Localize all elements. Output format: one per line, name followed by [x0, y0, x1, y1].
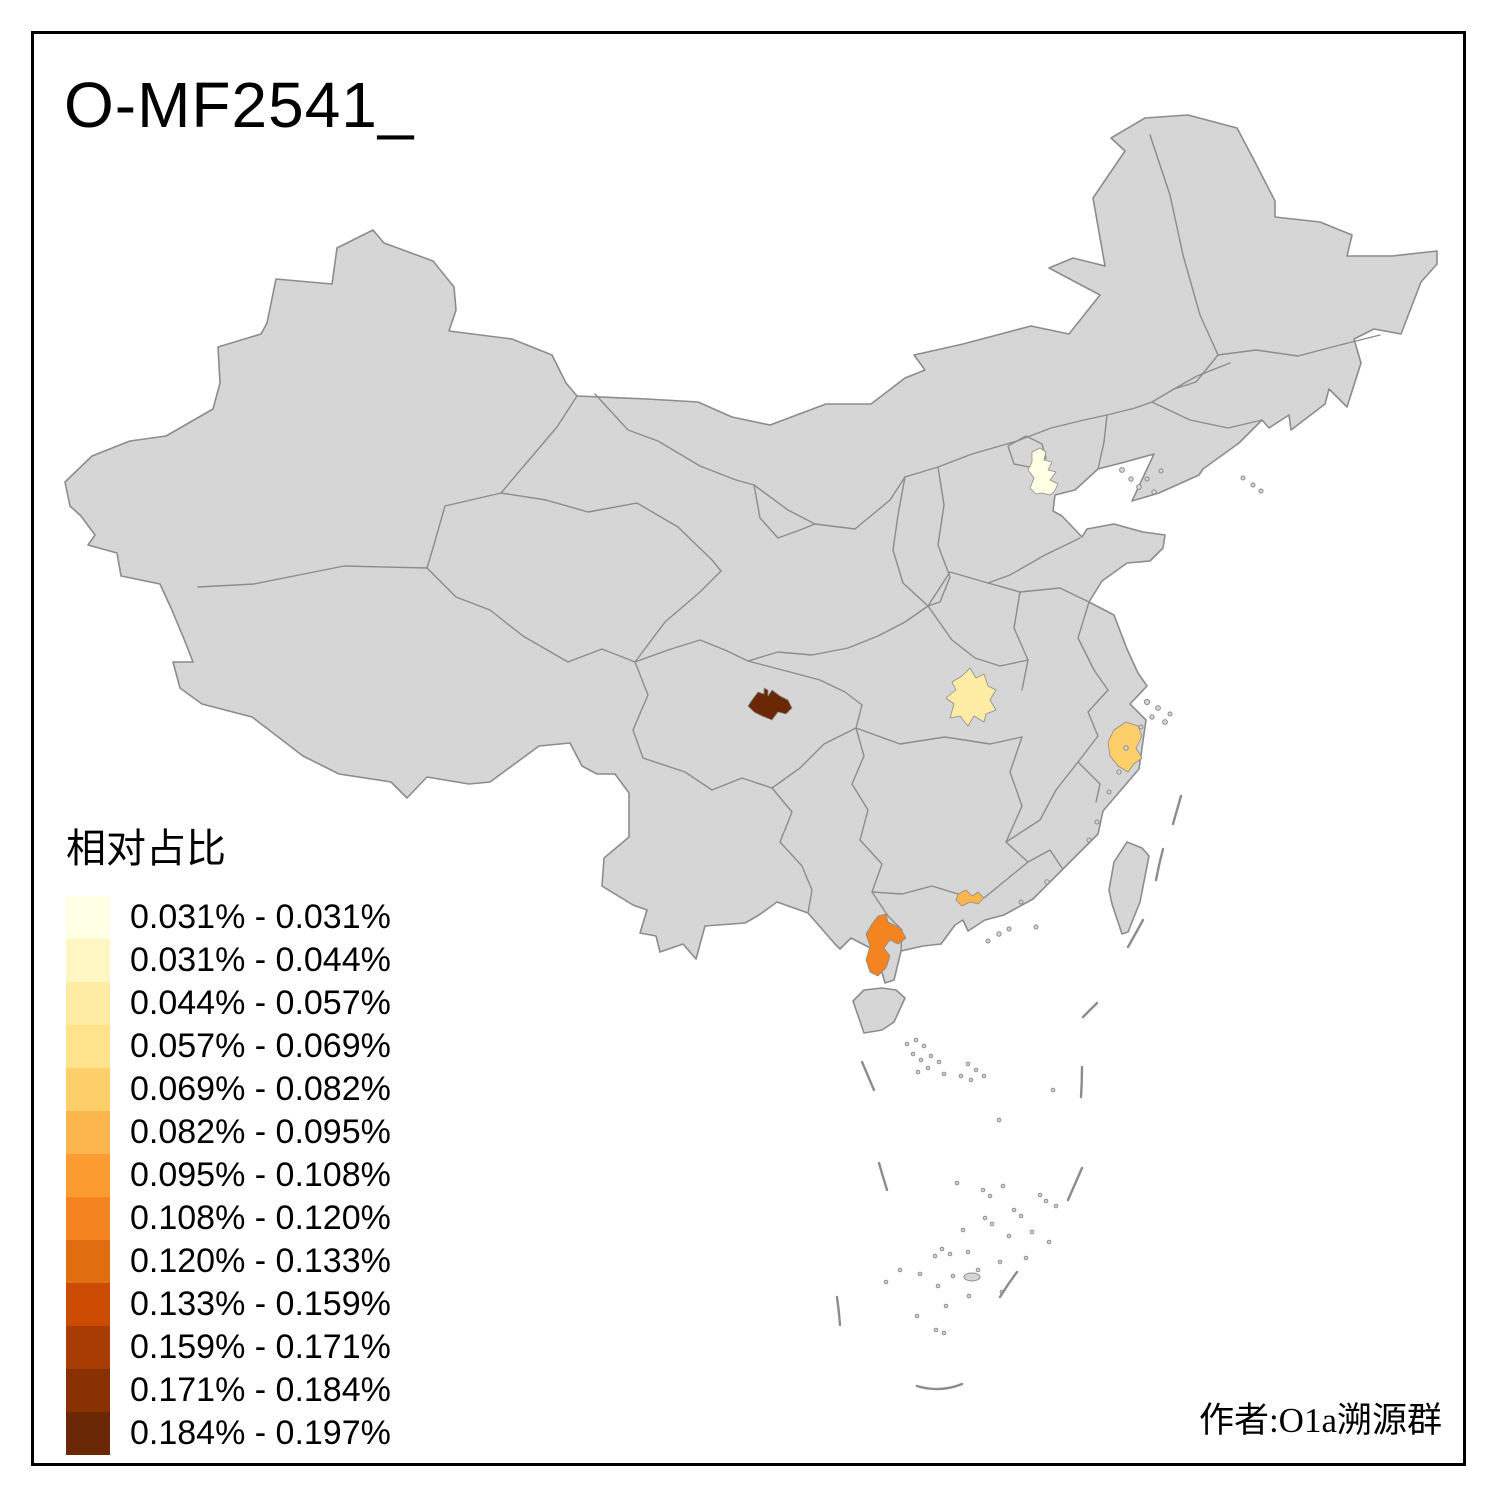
province-boundaries — [197, 134, 1381, 952]
legend-row: 0.082% - 0.095% — [66, 1111, 391, 1154]
mainland-landmass — [64, 114, 1438, 1034]
legend-row: 0.057% - 0.069% — [66, 1025, 391, 1068]
legend-swatch — [66, 1240, 110, 1283]
legend-entries: 0.031% - 0.031% 0.031% - 0.044% 0.044% - 0… — [66, 896, 391, 1455]
legend-row: 0.044% - 0.057% — [66, 982, 391, 1025]
legend-row: 0.095% - 0.108% — [66, 1154, 391, 1197]
page-title: O-MF2541_ — [64, 69, 415, 141]
legend-label: 0.069% - 0.082% — [130, 1070, 391, 1108]
legend-row: 0.120% - 0.133% — [66, 1240, 391, 1283]
legend-label: 0.171% - 0.184% — [130, 1371, 391, 1409]
legend-swatch — [66, 982, 110, 1025]
legend-label: 0.057% - 0.069% — [130, 1027, 391, 1065]
legend-label: 0.184% - 0.197% — [130, 1414, 391, 1452]
nine-dash-line — [835, 794, 1183, 1391]
china-mainland-outline — [64, 114, 1438, 984]
legend-label: 0.159% - 0.171% — [130, 1328, 391, 1366]
legend-label: 0.044% - 0.057% — [130, 984, 391, 1022]
legend-swatch — [66, 1111, 110, 1154]
legend-label: 0.095% - 0.108% — [130, 1156, 391, 1194]
region-bohai-coast — [1027, 447, 1059, 496]
attribution-label: 作者:O1a溯源群 — [1198, 1401, 1442, 1440]
region-south-peninsula — [865, 913, 907, 977]
legend-row: 0.171% - 0.184% — [66, 1369, 391, 1412]
highlighted-regions — [747, 447, 1143, 977]
hainan-island — [852, 987, 906, 1034]
small-islands — [883, 467, 1264, 1336]
legend-row: 0.031% - 0.031% — [66, 896, 391, 939]
legend-swatch — [66, 1068, 110, 1111]
legend-label: 0.120% - 0.133% — [130, 1242, 391, 1280]
legend-title: 相对占比 — [66, 826, 226, 871]
legend-swatch — [66, 1154, 110, 1197]
legend-row: 0.159% - 0.171% — [66, 1326, 391, 1369]
plot-frame — [31, 31, 1466, 1466]
legend-label: 0.108% - 0.120% — [130, 1199, 391, 1237]
legend-row: 0.133% - 0.159% — [66, 1283, 391, 1326]
legend-row: 0.031% - 0.044% — [66, 939, 391, 982]
legend-swatch — [66, 1369, 110, 1412]
legend-row: 0.108% - 0.120% — [66, 1197, 391, 1240]
legend-swatch — [66, 1412, 110, 1455]
legend-label: 0.031% - 0.031% — [130, 898, 391, 936]
region-southwest-basin — [747, 687, 793, 721]
region-central-china — [945, 667, 997, 727]
legend-swatch — [66, 1025, 110, 1068]
attribution-text: 作者:O1a溯源群 — [1199, 1392, 1442, 1443]
taiwan-island — [1108, 841, 1150, 935]
legend-label: 0.082% - 0.095% — [130, 1113, 391, 1151]
legend-swatch — [66, 1283, 110, 1326]
legend-swatch — [66, 896, 110, 939]
legend-row: 0.184% - 0.197% — [66, 1412, 391, 1455]
region-pearl-delta — [955, 889, 985, 907]
legend-label: 0.031% - 0.044% — [130, 941, 391, 979]
legend-row: 0.069% - 0.082% — [66, 1068, 391, 1111]
legend-swatch — [66, 939, 110, 982]
legend: 相对占比 0.031% - 0.031% 0.031% - 0.044% 0.044… — [66, 816, 391, 1455]
legend-label: 0.133% - 0.159% — [130, 1285, 391, 1323]
legend-swatch — [66, 1326, 110, 1369]
legend-swatch — [66, 1197, 110, 1240]
